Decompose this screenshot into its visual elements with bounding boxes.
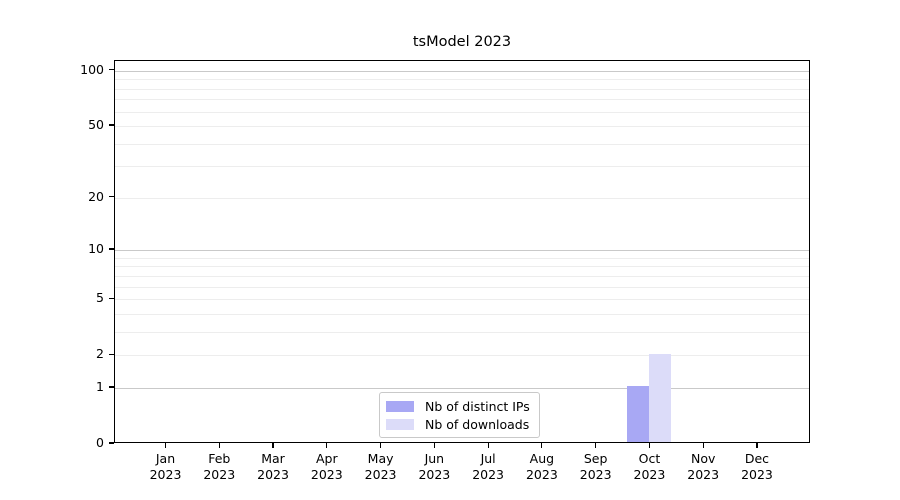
x-tick-month: Dec (744, 451, 770, 466)
x-tick-month: Nov (690, 451, 716, 466)
y-gridline-minor (115, 99, 809, 101)
bar-nb-of-distinct-ips (626, 386, 649, 443)
y-tick-mark (109, 297, 114, 299)
y-tick-label: 1 (96, 378, 104, 394)
x-tick-month: Feb (208, 451, 231, 466)
y-gridline-minor (115, 286, 809, 288)
x-tick-label: Dec 2023 (729, 451, 785, 482)
x-tick-mark (379, 443, 382, 448)
y-tick-label: 2 (96, 346, 104, 362)
x-tick-label: Oct 2023 (621, 451, 677, 482)
y-gridline-minor (115, 331, 809, 333)
y-gridline-minor (115, 79, 809, 81)
y-gridline (115, 250, 809, 252)
x-tick-month: Jul (480, 451, 496, 466)
legend-swatch (386, 418, 414, 430)
x-tick-month: Apr (315, 451, 338, 466)
y-gridline (115, 197, 809, 199)
y-gridline-minor (115, 143, 809, 145)
y-gridline (115, 70, 809, 72)
x-tick-year: 2023 (418, 466, 451, 482)
y-gridline (115, 299, 809, 301)
legend-swatch (386, 400, 414, 412)
y-tick-mark (109, 248, 114, 250)
x-tick-mark (756, 443, 758, 448)
x-tick-year: 2023 (525, 466, 558, 482)
x-tick-mark (164, 443, 167, 448)
x-tick-month: May (367, 451, 394, 466)
x-tick-mark (326, 443, 328, 448)
bar-nb-of-downloads (648, 353, 671, 443)
y-gridline (115, 126, 809, 128)
y-tick-mark (109, 196, 114, 198)
legend-label: Nb of distinct IPs (425, 398, 530, 414)
x-tick-year: 2023 (741, 466, 773, 482)
x-tick-label: Jan 2023 (138, 451, 194, 482)
chart-title: tsModel 2023 (412, 34, 512, 50)
y-tick-mark (109, 442, 114, 444)
x-tick-mark (648, 443, 651, 448)
y-tick-mark (109, 124, 114, 126)
x-tick-month: Jan (155, 451, 176, 466)
legend: Nb of distinct IPs Nb of downloads (379, 392, 540, 438)
y-gridline-minor (115, 313, 809, 315)
y-tick-mark (109, 69, 114, 71)
y-tick-label: 50 (88, 117, 104, 133)
x-tick-year: 2023 (310, 466, 343, 482)
x-tick-label: Jul 2023 (460, 451, 516, 482)
x-tick-month: Jun (424, 451, 445, 466)
x-tick-mark (272, 443, 274, 448)
legend-item: Nb of distinct IPs (386, 398, 530, 414)
y-gridline-minor (115, 266, 809, 268)
y-gridline-minor (115, 275, 809, 277)
y-tick-mark (109, 353, 114, 355)
x-tick-year: 2023 (257, 466, 289, 482)
x-tick-label: Aug 2023 (514, 451, 570, 482)
x-tick-label: Nov 2023 (675, 451, 731, 482)
x-tick-label: Apr 2023 (299, 451, 355, 482)
y-gridline-minor (115, 111, 809, 113)
legend-item: Nb of downloads (386, 416, 530, 432)
x-tick-year: 2023 (633, 466, 666, 482)
x-tick-year: 2023 (579, 466, 612, 482)
x-tick-mark (702, 443, 704, 448)
plot-area (114, 60, 810, 443)
x-tick-label: Jun 2023 (406, 451, 462, 482)
x-tick-year: 2023 (687, 466, 720, 482)
x-tick-mark (218, 443, 220, 448)
y-tick-label: 20 (88, 188, 104, 204)
x-tick-mark (433, 443, 435, 448)
legend-label: Nb of downloads (425, 416, 530, 432)
x-tick-year: 2023 (364, 466, 397, 482)
x-tick-mark (541, 443, 543, 448)
y-gridline-minor (115, 88, 809, 90)
y-tick-label: 100 (80, 61, 104, 77)
x-tick-label: May 2023 (353, 451, 409, 482)
y-tick-label: 5 (96, 290, 104, 306)
y-gridline-minor (115, 257, 809, 259)
x-tick-month: Oct (638, 451, 661, 466)
x-tick-label: Sep 2023 (568, 451, 624, 482)
x-tick-month: Mar (261, 451, 285, 466)
x-tick-month: Aug (529, 451, 555, 466)
y-tick-label: 0 (96, 435, 104, 450)
x-tick-year: 2023 (203, 466, 236, 482)
y-tick-mark (109, 386, 114, 388)
x-tick-mark (487, 443, 489, 448)
y-gridline (115, 355, 809, 357)
y-gridline (115, 387, 809, 389)
x-tick-label: Feb 2023 (191, 451, 247, 482)
x-tick-year: 2023 (149, 466, 182, 482)
x-tick-mark (595, 443, 597, 448)
y-gridline-minor (115, 166, 809, 168)
y-tick-label: 10 (88, 241, 104, 257)
x-tick-month: Sep (583, 451, 608, 466)
x-tick-label: Mar 2023 (245, 451, 301, 482)
x-tick-year: 2023 (472, 466, 505, 482)
